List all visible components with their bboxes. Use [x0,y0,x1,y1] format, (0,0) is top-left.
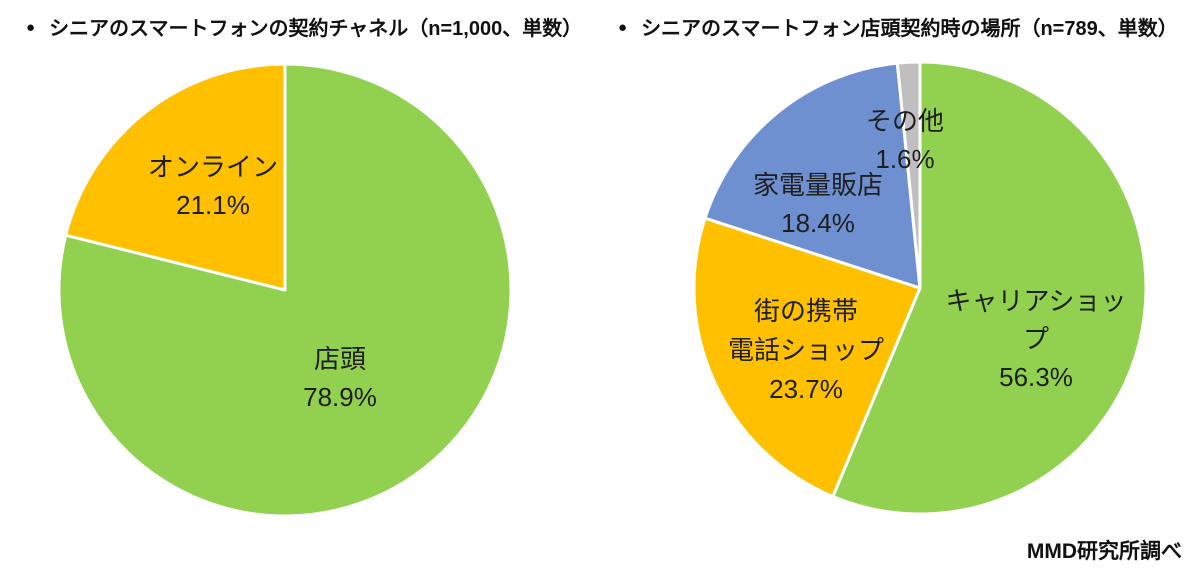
slice-label-carrier-shop-name: キャリアショップ [945,286,1127,354]
slice-label-town-mobile-shop-line2: 電話ショップ [727,335,884,365]
pie-slice-town-mobile-shop [692,216,922,499]
slice-label-electronics-retailer: 家電量販店 18.4% [718,166,918,242]
left-chart-title: ● シニアのスマートフォンの契約チャネル（n=1,000、単数） [26,12,582,41]
slice-label-instore-name: 店頭 [313,344,366,374]
slice-label-online: オンライン 21.1% [113,148,313,224]
slice-label-instore-value: 78.9% [303,382,377,412]
pie-chart-contract-channel [57,62,513,518]
pie-slice-other [895,60,922,290]
slice-label-town-mobile-shop-value: 23.7% [769,374,843,404]
slice-label-carrier-shop-value: 56.3% [999,362,1073,392]
left-chart-title-text: シニアのスマートフォンの契約チャネル（n=1,000、単数） [49,18,583,40]
slice-label-other-value: 1.6% [875,144,935,174]
right-chart-title-text: シニアのスマートフォン店頭契約時の場所（n=789、単数） [641,18,1178,40]
slice-label-other: その他 1.6% [805,102,1005,178]
pie-slice-carrier-shop [831,60,1148,516]
right-chart-title: ● シニアのスマートフォン店頭契約時の場所（n=789、単数） [618,12,1178,41]
slice-label-carrier-shop: キャリアショップ 56.3% [936,282,1136,396]
slice-label-electronics-retailer-name: 家電量販店 [752,170,883,200]
pie-slice-electronics-retailer [703,61,922,290]
slice-label-electronics-retailer-value: 18.4% [781,208,855,238]
bullet-icon: ● [618,19,628,36]
slice-label-instore: 店頭 78.9% [240,340,440,416]
slice-label-other-name: その他 [865,106,944,136]
slice-label-town-mobile-shop-line1: 街の携帯 [753,296,858,326]
source-credit: MMD研究所調べ [1026,540,1182,563]
bullet-icon: ● [26,19,36,36]
slice-label-online-name: オンライン [147,152,278,182]
pie-slice-online [64,62,287,292]
slice-label-town-mobile-shop: 街の携帯 電話ショップ 23.7% [706,292,906,409]
slice-label-online-value: 21.1% [176,190,250,220]
pie-chart-store-location [692,60,1148,516]
